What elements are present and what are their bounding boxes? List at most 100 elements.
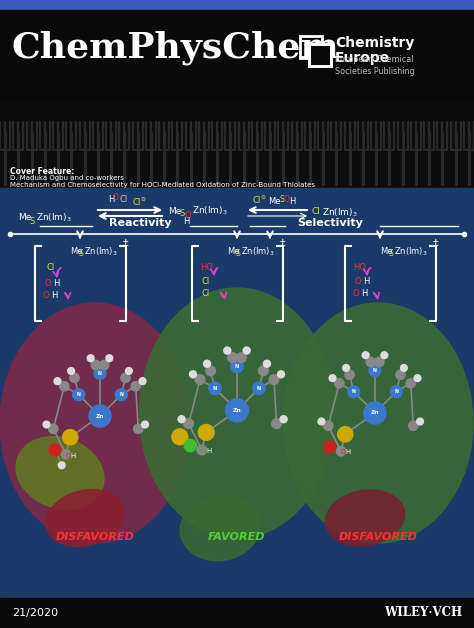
Circle shape: [264, 360, 271, 367]
Text: S: S: [389, 249, 394, 259]
Circle shape: [142, 421, 148, 428]
Text: O: O: [355, 276, 362, 286]
Circle shape: [100, 360, 109, 370]
Circle shape: [70, 373, 79, 382]
Circle shape: [318, 418, 325, 425]
Text: $\ddagger$: $\ddagger$: [432, 237, 439, 251]
Text: Zn(Im)$_3$: Zn(Im)$_3$: [322, 207, 357, 219]
Text: O: O: [353, 290, 360, 298]
Circle shape: [231, 360, 243, 372]
Text: DISFAVORED: DISFAVORED: [55, 532, 135, 542]
Text: 21/2020: 21/2020: [12, 608, 58, 618]
Text: S: S: [30, 217, 35, 225]
Text: $\ddagger$: $\ddagger$: [279, 237, 286, 251]
Circle shape: [272, 419, 282, 428]
Circle shape: [43, 421, 50, 428]
Circle shape: [369, 364, 381, 376]
Text: Cl$^{\ominus}$: Cl$^{\ominus}$: [252, 194, 267, 206]
Text: H: H: [70, 453, 75, 460]
Text: O: O: [43, 291, 50, 300]
Text: Me: Me: [380, 247, 392, 256]
Text: S: S: [236, 249, 241, 259]
Text: DISFAVORED: DISFAVORED: [338, 532, 418, 542]
Circle shape: [401, 364, 407, 371]
Text: $\ddagger$: $\ddagger$: [122, 237, 129, 251]
Circle shape: [60, 382, 69, 391]
Circle shape: [253, 382, 265, 394]
Text: N: N: [373, 368, 377, 373]
Text: Cl: Cl: [202, 276, 210, 286]
Circle shape: [243, 347, 250, 354]
Circle shape: [335, 379, 344, 388]
Ellipse shape: [139, 288, 335, 538]
Text: Zn(Im)$_3$: Zn(Im)$_3$: [394, 246, 428, 258]
Text: N: N: [394, 389, 398, 394]
Circle shape: [406, 379, 415, 388]
Text: Zn: Zn: [96, 413, 104, 418]
Text: H: H: [183, 217, 190, 227]
Text: N: N: [119, 392, 123, 398]
Circle shape: [134, 424, 143, 433]
Text: Me: Me: [227, 247, 239, 256]
Circle shape: [197, 445, 207, 455]
Ellipse shape: [46, 489, 124, 546]
Text: HO: HO: [353, 264, 366, 273]
Circle shape: [324, 421, 333, 430]
Circle shape: [345, 370, 354, 379]
Text: H: H: [108, 195, 114, 205]
Text: S: S: [280, 195, 285, 203]
Circle shape: [409, 421, 418, 430]
Text: European Chemical
Societies Publishing: European Chemical Societies Publishing: [335, 55, 415, 76]
Circle shape: [48, 424, 58, 433]
Text: O: O: [113, 193, 119, 202]
Circle shape: [396, 370, 405, 379]
Text: Selectivity: Selectivity: [297, 218, 363, 228]
Text: HO: HO: [200, 264, 213, 273]
Circle shape: [131, 382, 140, 391]
Circle shape: [269, 375, 279, 384]
Text: S: S: [79, 249, 84, 259]
Text: O: O: [45, 278, 52, 288]
Circle shape: [87, 355, 94, 362]
Text: Me: Me: [268, 197, 281, 207]
Text: WILEY·VCH: WILEY·VCH: [384, 607, 462, 619]
Bar: [309, 44, 331, 66]
Text: S: S: [180, 210, 185, 219]
Circle shape: [198, 425, 214, 440]
Ellipse shape: [0, 303, 190, 543]
Text: H: H: [51, 291, 57, 300]
Circle shape: [178, 416, 185, 423]
Bar: [0, 598, 474, 628]
Circle shape: [364, 402, 386, 424]
Circle shape: [414, 375, 421, 382]
Text: Cl: Cl: [120, 195, 128, 205]
Circle shape: [258, 366, 268, 376]
Text: N: N: [77, 392, 81, 398]
Bar: [0, 0, 474, 10]
Text: N: N: [257, 386, 261, 391]
Circle shape: [329, 375, 336, 382]
Circle shape: [184, 440, 197, 452]
Bar: [300, 36, 322, 58]
Circle shape: [237, 353, 246, 362]
Circle shape: [224, 347, 231, 354]
Circle shape: [195, 375, 205, 384]
Bar: [0, 188, 474, 598]
Text: O: O: [284, 195, 290, 205]
Text: Me: Me: [70, 247, 82, 256]
Circle shape: [63, 430, 78, 445]
Circle shape: [106, 355, 113, 362]
Text: H: H: [345, 449, 350, 455]
Circle shape: [337, 426, 353, 442]
Text: O: O: [340, 449, 346, 455]
Circle shape: [374, 357, 384, 367]
Text: Cl$^{\ominus}$: Cl$^{\ominus}$: [132, 196, 146, 208]
Circle shape: [61, 450, 71, 459]
Text: Cl: Cl: [312, 207, 321, 215]
Circle shape: [324, 441, 336, 453]
Text: N: N: [213, 386, 217, 391]
Text: N: N: [352, 389, 356, 394]
Circle shape: [277, 371, 284, 378]
Circle shape: [209, 382, 221, 394]
Text: N: N: [235, 364, 239, 369]
